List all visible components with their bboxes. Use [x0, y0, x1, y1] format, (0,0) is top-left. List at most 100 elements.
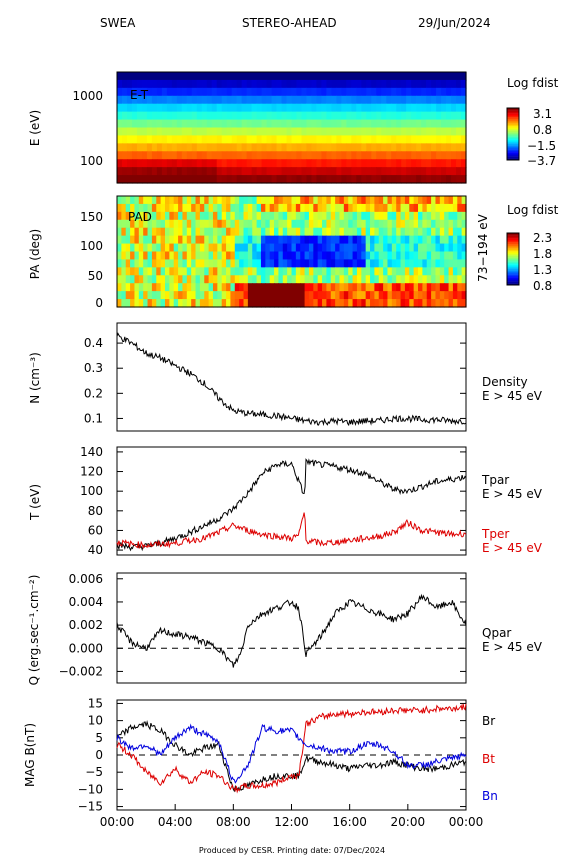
pad-cell — [356, 259, 362, 268]
et-cell — [151, 167, 158, 176]
et-cell — [286, 72, 293, 81]
pad-cell — [247, 259, 253, 268]
pad-cell — [422, 227, 428, 237]
pad-cell — [400, 251, 406, 261]
et-cell — [161, 111, 168, 121]
pad-cell — [182, 267, 188, 276]
pad-cell — [239, 211, 245, 221]
et-cell — [236, 143, 243, 152]
pad-cell — [208, 283, 214, 292]
et-cell — [426, 167, 432, 176]
et-cell — [166, 143, 173, 152]
pad-cell — [138, 203, 144, 213]
et-cell — [451, 135, 457, 144]
pad-cell — [339, 299, 345, 308]
et-cell — [301, 103, 308, 113]
pad-colorbar-step — [507, 244, 519, 247]
pad-cell — [260, 196, 266, 205]
pad-cell — [160, 196, 166, 205]
pad-cell — [160, 211, 166, 221]
pad-cell — [151, 196, 157, 205]
pad-cell — [335, 227, 341, 237]
pad-cell — [186, 267, 192, 276]
pad-cell — [138, 227, 144, 237]
pad-cell — [365, 267, 371, 276]
et-cell — [151, 151, 158, 160]
pad-cell — [435, 275, 441, 284]
pad-cell — [230, 235, 236, 245]
pad-cell — [295, 259, 301, 268]
pad-cell — [204, 196, 210, 205]
pad-cell — [208, 243, 214, 253]
pad-cell — [234, 219, 240, 229]
et-cell — [196, 111, 203, 121]
pad-cell — [147, 211, 153, 221]
et-colorbar-step — [507, 117, 519, 119]
et-cell — [446, 95, 452, 105]
et-cell — [136, 87, 143, 97]
et-cell — [366, 119, 372, 129]
pad-cell — [335, 203, 341, 213]
et-cell — [176, 159, 183, 168]
et-cell — [461, 72, 467, 81]
pad-cell — [169, 196, 175, 205]
pad-cell — [178, 227, 184, 237]
et-cell — [131, 159, 138, 168]
y-tick-label: 10 — [88, 714, 103, 728]
et-cell — [256, 135, 263, 144]
et-cell — [261, 127, 268, 137]
pad-cell — [147, 227, 153, 237]
pad-cell — [125, 219, 131, 229]
pad-cell — [199, 267, 205, 276]
pad-cell — [335, 219, 341, 229]
pad-cell — [173, 196, 179, 205]
pad-cell — [352, 227, 358, 237]
pad-cell — [374, 291, 380, 300]
pad-cell — [383, 259, 389, 268]
et-cell — [371, 95, 377, 105]
et-cell — [371, 103, 377, 113]
pad-cell — [335, 196, 341, 205]
pad-cell — [426, 235, 432, 245]
et-cell — [461, 143, 467, 152]
et-cell — [281, 159, 288, 168]
pad-cell — [265, 219, 271, 229]
et-cell — [211, 159, 218, 168]
et-cell — [161, 159, 168, 168]
et-cell — [276, 72, 283, 81]
et-cell — [121, 143, 128, 152]
pad-cell — [130, 203, 136, 213]
et-cell — [311, 79, 318, 89]
et-cell — [411, 87, 417, 97]
et-cell — [446, 79, 452, 89]
et-cell — [436, 167, 442, 176]
pad-cell — [256, 291, 262, 300]
pad-cell — [169, 219, 175, 229]
et-cell — [461, 151, 467, 160]
et-cell — [356, 111, 362, 121]
et-cell — [416, 127, 422, 137]
pad-cell — [391, 203, 397, 213]
et-cell — [261, 119, 268, 129]
et-cell — [141, 95, 148, 105]
et-cell — [126, 159, 133, 168]
et-cell — [256, 111, 263, 121]
pad-cell — [191, 267, 197, 276]
et-cell — [316, 95, 323, 105]
et-cell — [266, 119, 273, 129]
et-cell — [171, 151, 178, 160]
pad-colorbar-step — [507, 269, 519, 271]
et-cell — [296, 119, 303, 129]
pad-cell — [247, 227, 253, 237]
et-cell — [356, 151, 362, 160]
pad-cell — [169, 267, 175, 276]
et-colorbar-step — [507, 154, 519, 157]
et-colorbar-step — [507, 118, 519, 120]
pad-cell — [204, 291, 210, 300]
pad-cell — [195, 251, 201, 261]
et-cell — [151, 119, 158, 129]
pad-cell — [339, 211, 345, 221]
pad-cell — [247, 203, 253, 213]
pad-cell — [121, 283, 127, 292]
